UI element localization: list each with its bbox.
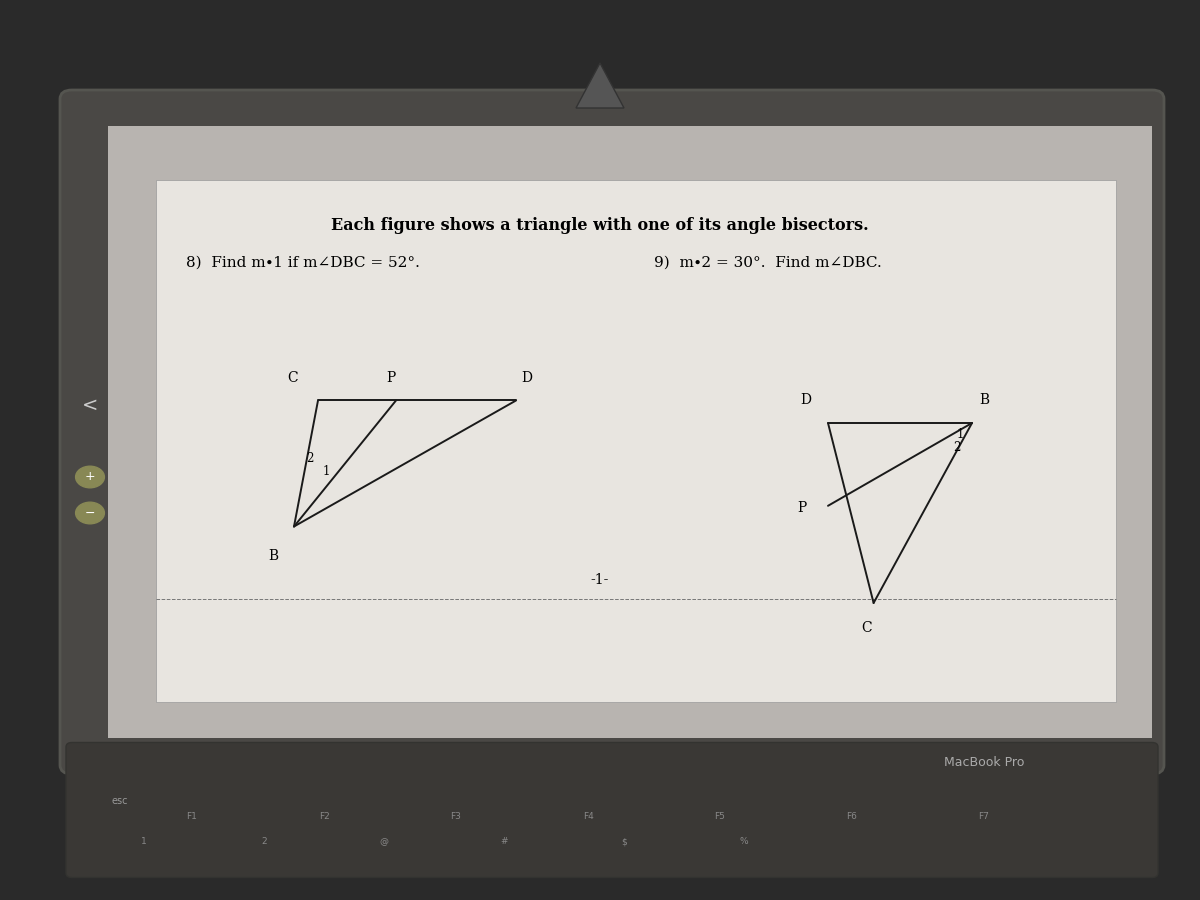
Text: 1: 1	[323, 465, 330, 478]
Text: F6: F6	[846, 812, 858, 821]
FancyBboxPatch shape	[108, 126, 1152, 738]
Text: F4: F4	[583, 812, 593, 821]
Text: 1: 1	[142, 837, 146, 846]
Circle shape	[76, 466, 104, 488]
Text: F2: F2	[319, 812, 329, 821]
Circle shape	[76, 502, 104, 524]
Text: 9)  m∙2 = 30°.  Find m∠DBC.: 9) m∙2 = 30°. Find m∠DBC.	[654, 256, 882, 270]
FancyBboxPatch shape	[60, 90, 1164, 774]
Text: D: D	[521, 371, 532, 385]
Text: −: −	[85, 507, 95, 519]
FancyBboxPatch shape	[66, 742, 1158, 878]
FancyBboxPatch shape	[156, 180, 1116, 702]
Text: F5: F5	[714, 812, 726, 821]
Text: P: P	[386, 371, 396, 385]
Text: 1: 1	[956, 428, 964, 441]
Text: -1-: -1-	[590, 572, 610, 587]
Text: B: B	[269, 549, 278, 563]
Text: F1: F1	[186, 812, 198, 821]
Text: MacBook Pro: MacBook Pro	[944, 757, 1024, 770]
Text: <: <	[82, 395, 98, 415]
Text: 2: 2	[262, 837, 266, 846]
Text: 2: 2	[953, 441, 960, 454]
Text: C: C	[287, 371, 298, 385]
Text: F3: F3	[450, 812, 462, 821]
Text: %: %	[739, 837, 749, 846]
Text: C: C	[862, 621, 871, 635]
Text: $: $	[622, 837, 626, 846]
Text: B: B	[979, 392, 989, 407]
Text: Each figure shows a triangle with one of its angle bisectors.: Each figure shows a triangle with one of…	[331, 217, 869, 234]
Text: #: #	[500, 837, 508, 846]
Text: 8)  Find m∙1 if m∠DBC = 52°.: 8) Find m∙1 if m∠DBC = 52°.	[186, 256, 420, 270]
Text: +: +	[85, 471, 95, 483]
Text: D: D	[800, 392, 811, 407]
Text: F7: F7	[978, 812, 990, 821]
Text: @: @	[379, 837, 389, 846]
Text: esc: esc	[112, 796, 128, 806]
Polygon shape	[576, 63, 624, 108]
Text: 2: 2	[306, 453, 313, 465]
Text: P: P	[797, 500, 806, 515]
